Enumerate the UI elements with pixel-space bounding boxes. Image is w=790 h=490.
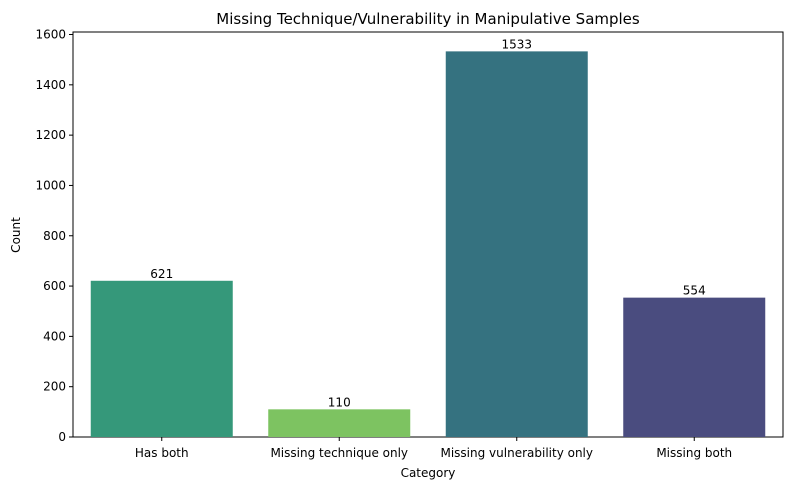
y-tick-label-7: 1400 [35,78,66,92]
x-tick-label-1: Missing technique only [270,446,408,460]
y-axis-label: Count [9,217,23,253]
y-tick-label-8: 1600 [35,28,66,42]
x-tick-label-0: Has both [135,446,189,460]
y-tick-label-0: 0 [58,430,66,444]
x-tick-label-2: Missing vulnerability only [440,446,593,460]
y-axis: 0 200 400 600 800 1000 1200 1400 1600 [35,28,73,444]
y-tick-label-6: 1200 [35,128,66,142]
bar-1 [268,409,411,437]
plot-area: 621 110 1533 554 [72,31,784,438]
x-tick-label-3: Missing both [656,446,732,460]
bars-group [90,51,766,437]
y-tick-label-4: 800 [43,229,66,243]
y-tick-label-1: 200 [43,380,66,394]
x-axis: Has both Missing technique only Missing vu… [135,437,732,460]
bar-0 [90,280,233,437]
bar-3 [623,297,766,437]
data-labels-group: 621 110 1533 554 [150,37,705,409]
y-tick-label-2: 400 [43,329,66,343]
plot-frame [72,31,784,438]
y-tick-label-5: 1000 [35,178,66,192]
bar-value-label-0: 621 [150,267,173,281]
bar-value-label-1: 110 [328,395,351,409]
y-tick-label-3: 600 [43,279,66,293]
bar-value-label-3: 554 [683,284,706,298]
x-axis-label: Category [401,466,456,480]
bar-2 [445,51,588,437]
chart-title: Missing Technique/Vulnerability in Manip… [216,10,640,28]
bar-value-label-2: 1533 [501,37,532,51]
